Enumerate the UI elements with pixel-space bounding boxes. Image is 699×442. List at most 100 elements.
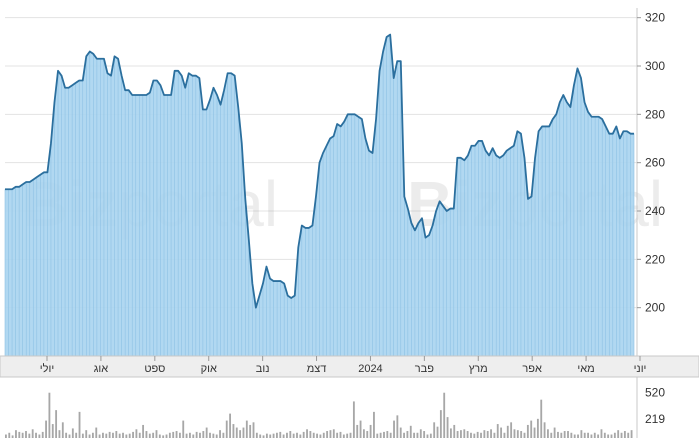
volume-bar: [373, 411, 375, 438]
volume-bar: [279, 431, 282, 438]
x-tick-label: אוק: [201, 363, 217, 375]
volume-bar: [610, 434, 613, 438]
volume-bar: [416, 432, 419, 438]
volume-bar: [65, 432, 68, 438]
volume-bar: [463, 429, 466, 438]
volume-bar: [118, 433, 121, 438]
volume-bar: [627, 432, 630, 438]
volume-tick-label: 520: [645, 386, 665, 400]
volume-bars: [5, 392, 633, 438]
y-tick-label: 260: [645, 156, 665, 170]
volume-bar: [302, 431, 305, 438]
volume-bar: [439, 410, 442, 438]
volume-bar: [336, 432, 339, 438]
volume-bar: [239, 430, 242, 438]
volume-bar: [406, 431, 409, 438]
volume-bar: [242, 427, 245, 438]
volume-bar: [265, 433, 268, 438]
volume-bar: [61, 422, 64, 438]
volume-bar: [409, 425, 412, 438]
volume-bar: [15, 430, 17, 438]
volume-bar: [593, 432, 596, 438]
volume-bar: [152, 432, 155, 438]
volume-bar: [212, 433, 215, 438]
volume-bar: [613, 432, 616, 438]
volume-bar: [332, 429, 335, 438]
volume-bar: [573, 434, 576, 438]
volume-bar: [449, 428, 452, 438]
volume-bar: [423, 431, 426, 438]
volume-bar: [269, 434, 272, 438]
volume-bar: [476, 431, 479, 438]
x-tick-label: נוב: [256, 363, 270, 375]
volume-bar: [91, 432, 94, 438]
volume-bar: [215, 434, 218, 438]
volume-bar: [536, 418, 539, 438]
volume-bar: [553, 427, 556, 438]
volume-bar: [296, 432, 298, 438]
volume-bar: [386, 431, 389, 438]
volume-bar: [526, 424, 529, 438]
volume-bar: [98, 434, 101, 438]
volume-bar: [453, 424, 456, 438]
volume-bar: [309, 431, 312, 438]
volume-bar: [557, 431, 559, 438]
volume-bar: [148, 433, 151, 438]
volume-bar: [222, 432, 225, 438]
volume-bar: [75, 432, 78, 438]
volume-bar: [339, 431, 342, 438]
volume-bar: [135, 429, 138, 438]
y-tick-label: 220: [645, 252, 665, 266]
volume-bar: [41, 431, 44, 438]
y-tick-label: 240: [645, 204, 665, 218]
volume-bar: [202, 431, 205, 438]
volume-bar: [165, 434, 168, 438]
volume-bar: [436, 426, 439, 438]
volume-bar: [262, 435, 265, 438]
volume-bar: [393, 420, 395, 438]
volume-bar: [446, 417, 449, 438]
volume-bar: [383, 431, 385, 438]
volume-bar: [426, 434, 429, 438]
volume-bar: [102, 432, 104, 438]
volume-bar: [523, 432, 526, 438]
volume-bar: [580, 430, 583, 438]
volume-bar: [205, 427, 208, 438]
volume-bar: [466, 431, 469, 438]
volume-bar: [543, 422, 546, 438]
volume-bar: [597, 434, 600, 438]
volume-bar: [533, 427, 536, 438]
volume-bar: [232, 424, 235, 438]
volume-bar: [18, 431, 21, 438]
volume-bar: [175, 431, 178, 438]
volume-bar: [195, 431, 198, 438]
volume-bar: [28, 433, 31, 438]
y-tick-label: 200: [645, 301, 665, 315]
volume-bar: [419, 429, 422, 438]
volume-bar: [396, 415, 399, 438]
volume-bar: [88, 434, 91, 438]
volume-bar: [369, 424, 372, 438]
volume-bar: [51, 424, 54, 438]
volume-bar: [607, 434, 610, 438]
volume-bar: [21, 432, 24, 438]
volume-bar: [225, 420, 228, 438]
y-tick-label: 320: [645, 11, 665, 25]
volume-bar: [349, 432, 352, 438]
volume-bar: [329, 430, 332, 438]
volume-bar: [78, 411, 81, 438]
volume-bar: [352, 401, 355, 438]
volume-bar: [577, 434, 579, 438]
y-tick-label: 300: [645, 59, 665, 73]
volume-bar: [587, 432, 589, 438]
volume-bar: [630, 430, 633, 438]
volume-bar: [342, 434, 345, 438]
volume-bar: [389, 432, 392, 438]
volume-bar: [483, 430, 486, 438]
volume-bar: [490, 429, 492, 438]
volume-bar: [617, 430, 620, 438]
volume-bar: [259, 434, 262, 438]
volume-bar: [379, 432, 382, 438]
volume-bar: [68, 434, 71, 438]
